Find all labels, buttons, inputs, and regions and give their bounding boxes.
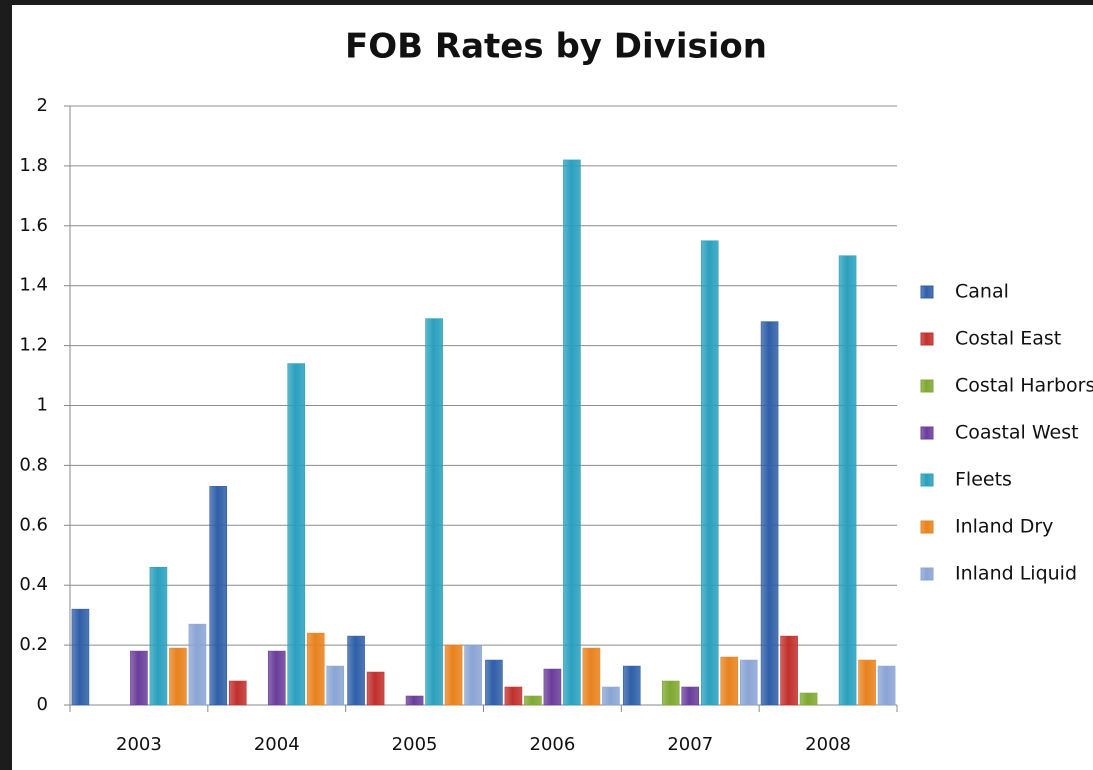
y-tick-label: 2 <box>37 95 48 116</box>
y-tick-label: 1.2 <box>19 335 48 356</box>
legend-swatch <box>920 285 934 299</box>
bar <box>622 665 641 706</box>
bar <box>267 650 286 706</box>
y-tick-label: 1.4 <box>19 275 48 296</box>
y-tick-label: 1.6 <box>19 215 48 236</box>
bar <box>838 255 857 706</box>
bar <box>780 635 798 706</box>
legend-label: Coastal West <box>955 422 1079 444</box>
x-tick-label: 2008 <box>805 734 851 755</box>
bar <box>504 686 523 706</box>
bar <box>700 240 719 706</box>
x-tick-label: 2007 <box>667 734 713 755</box>
y-tick-label: 0.2 <box>19 634 48 655</box>
bar <box>563 159 581 706</box>
legend-label: Costal Harbors <box>955 375 1093 397</box>
bar <box>720 656 739 706</box>
bar <box>760 321 779 706</box>
legend-swatch <box>920 520 934 534</box>
bar <box>602 686 620 706</box>
legend-swatch <box>920 567 934 581</box>
legend-label: Inland Dry <box>955 516 1053 538</box>
bar <box>287 363 306 706</box>
y-tick-label: 1 <box>37 395 48 416</box>
bar <box>347 635 365 706</box>
bar <box>524 695 542 706</box>
chart-title: FOB Rates by Division <box>345 27 767 67</box>
bar <box>130 650 148 706</box>
legend-swatch <box>920 473 934 487</box>
bar <box>71 608 90 706</box>
y-tick-label: 0.8 <box>19 454 48 475</box>
bar <box>209 486 228 706</box>
legend-label: Inland Liquid <box>955 563 1077 585</box>
legend-swatch <box>920 426 934 440</box>
bar <box>149 566 168 706</box>
bar <box>405 695 424 706</box>
x-tick-label: 2004 <box>254 734 300 755</box>
x-tick-label: 2006 <box>530 734 576 755</box>
bar <box>799 692 818 706</box>
y-tick-label: 0.6 <box>19 514 48 535</box>
legend-swatch <box>920 379 934 393</box>
legend-label: Costal East <box>955 328 1061 350</box>
bar <box>739 659 758 706</box>
bar <box>582 647 601 706</box>
bar <box>326 665 345 706</box>
bar <box>661 680 680 706</box>
legend-label: Fleets <box>955 469 1012 491</box>
bar <box>858 659 876 706</box>
legend-label: Canal <box>955 281 1009 303</box>
bar <box>425 318 443 706</box>
bar <box>169 647 187 706</box>
bar <box>681 686 700 706</box>
bar <box>188 623 207 706</box>
x-tick-label: 2005 <box>392 734 438 755</box>
bar <box>543 668 562 706</box>
y-tick-label: 0.4 <box>19 574 48 595</box>
bar <box>485 659 503 706</box>
x-tick-label: 2003 <box>116 734 162 755</box>
bar <box>306 632 325 706</box>
bar <box>464 644 482 706</box>
bar <box>228 680 247 706</box>
bar <box>444 644 463 706</box>
y-tick-label: 1.8 <box>19 155 48 176</box>
bar <box>877 665 896 706</box>
legend-swatch <box>920 332 934 346</box>
y-tick-label: 0 <box>37 694 48 715</box>
bar <box>366 671 385 706</box>
